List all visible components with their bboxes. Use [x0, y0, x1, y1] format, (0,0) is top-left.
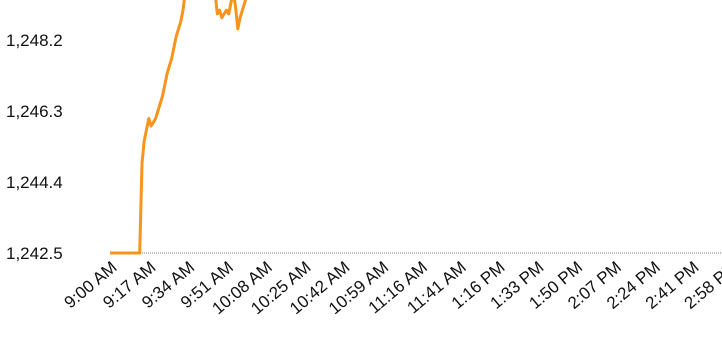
y-tick-label: 1,246.3	[6, 102, 63, 121]
plot-area	[110, 0, 248, 255]
price-line	[110, 0, 248, 255]
y-tick-label: 1,242.5	[6, 244, 63, 263]
y-tick-label: 1,244.4	[6, 173, 63, 192]
y-tick-label: 1,248.2	[6, 31, 63, 50]
